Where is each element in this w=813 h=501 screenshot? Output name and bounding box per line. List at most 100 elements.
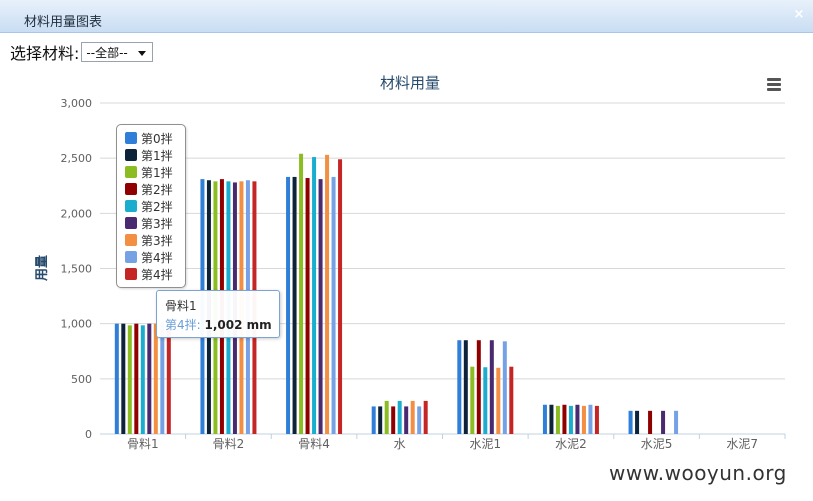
bar [423, 400, 428, 434]
chart-tooltip: 骨料1 第4拌: 1,002 mm [156, 290, 280, 338]
tooltip-category: 骨料1 [165, 299, 197, 313]
legend-label: 第1拌 [141, 165, 173, 180]
bar [160, 323, 165, 434]
bar [391, 406, 396, 434]
y-axis-title: 用量 [35, 255, 50, 282]
legend-item[interactable]: 第0拌 [125, 130, 173, 146]
bar [568, 405, 573, 434]
legend-item[interactable]: 第1拌 [125, 164, 173, 180]
legend-swatch [125, 166, 137, 178]
bar [318, 179, 323, 434]
x-tick-label: 水 [394, 437, 406, 451]
tooltip-value: 1,002 mm [204, 318, 272, 332]
window-titlebar: 材料用量图表 × [0, 0, 813, 33]
bar [134, 323, 139, 434]
bar [628, 410, 633, 434]
y-tick-label: 500 [71, 373, 92, 386]
bar [338, 159, 343, 434]
bar [299, 153, 304, 434]
bar [384, 400, 389, 434]
legend-item[interactable]: 第4拌 [125, 266, 173, 282]
bar [292, 176, 297, 434]
legend-label: 第2拌 [141, 182, 173, 197]
legend-swatch [125, 251, 137, 263]
bar [489, 340, 494, 434]
bar [509, 366, 514, 434]
y-tick-label: 1,500 [61, 263, 93, 276]
bar [496, 367, 501, 434]
material-select-value: --全部-- [86, 45, 128, 60]
legend-label: 第4拌 [141, 267, 173, 282]
legend-label: 第3拌 [141, 233, 173, 248]
legend-label: 第0拌 [141, 131, 173, 146]
bar [305, 178, 310, 434]
x-tick-label: 水泥7 [726, 437, 758, 451]
legend-label: 第3拌 [141, 216, 173, 231]
bar [457, 340, 462, 434]
bar [410, 400, 415, 434]
tooltip-series: 第4拌: [165, 318, 201, 332]
legend-item[interactable]: 第2拌 [125, 198, 173, 214]
material-filter: 选择材料: --全部-- [10, 41, 154, 63]
bar [140, 325, 145, 434]
bar [635, 410, 640, 434]
bar [562, 404, 567, 434]
bar [325, 154, 330, 434]
y-tick-label: 2,500 [61, 152, 93, 165]
chevron-down-icon [138, 51, 147, 56]
legend-label: 第1拌 [141, 148, 173, 163]
legend-swatch [125, 268, 137, 280]
chart-title: 材料用量 [380, 74, 440, 92]
legend-swatch [125, 217, 137, 229]
legend-item[interactable]: 第4拌 [125, 249, 173, 265]
legend-swatch [125, 149, 137, 161]
legend-swatch [125, 183, 137, 195]
y-tick-label: 1,000 [61, 318, 93, 331]
y-tick-label: 0 [85, 428, 92, 441]
bar [575, 404, 580, 434]
material-select[interactable]: --全部-- [81, 42, 154, 62]
bar [549, 404, 554, 434]
legend-item[interactable]: 第3拌 [125, 215, 173, 231]
bar [114, 323, 119, 434]
x-tick-label: 骨料1 [127, 437, 159, 451]
bar [463, 340, 468, 434]
bar [166, 323, 171, 434]
legend-item[interactable]: 第2拌 [125, 181, 173, 197]
bar [674, 410, 679, 434]
legend-swatch [125, 200, 137, 212]
x-tick-label: 骨料2 [213, 437, 245, 451]
bar [331, 176, 336, 434]
x-tick-label: 骨料4 [298, 437, 330, 451]
y-tick-label: 2,000 [61, 207, 93, 220]
bar [378, 406, 383, 434]
bar [483, 367, 488, 434]
legend-item[interactable]: 第3拌 [125, 232, 173, 248]
legend-label: 第2拌 [141, 199, 173, 214]
bar [312, 157, 317, 434]
tooltip-value-line: 第4拌: 1,002 mm [165, 316, 272, 333]
watermark: www.wooyun.org [609, 461, 787, 485]
bar [127, 325, 132, 434]
bar [470, 366, 475, 434]
x-tick-label: 水泥2 [555, 437, 587, 451]
chart-menu-icon[interactable] [767, 78, 781, 92]
bar [121, 323, 126, 434]
bar [581, 405, 586, 434]
bar [542, 404, 547, 434]
close-icon[interactable]: × [793, 7, 805, 22]
x-tick-label: 水泥5 [641, 437, 673, 451]
legend-item[interactable]: 第1拌 [125, 147, 173, 163]
x-tick-label: 水泥1 [469, 437, 501, 451]
bar [153, 323, 158, 434]
chart-legend: 第0拌 第1拌 第1拌 第2拌 第2拌 第3拌 第3拌 第4拌 第4拌 [116, 124, 186, 288]
bar [502, 341, 507, 434]
bar [286, 176, 291, 434]
legend-swatch [125, 234, 137, 246]
bar [588, 404, 593, 434]
bar [476, 340, 481, 434]
bar [397, 400, 402, 434]
bar [371, 406, 376, 434]
y-tick-label: 3,000 [61, 97, 93, 110]
window-title: 材料用量图表 [24, 15, 103, 30]
